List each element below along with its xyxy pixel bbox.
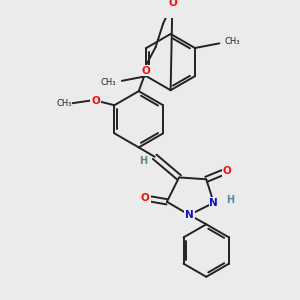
Text: O: O bbox=[142, 65, 151, 76]
Text: CH₃: CH₃ bbox=[56, 99, 71, 108]
Text: N: N bbox=[185, 210, 194, 220]
Text: CH₃: CH₃ bbox=[225, 37, 241, 46]
Text: O: O bbox=[141, 193, 150, 203]
Text: H: H bbox=[140, 155, 148, 166]
Text: O: O bbox=[91, 95, 100, 106]
Text: O: O bbox=[168, 0, 177, 8]
Text: O: O bbox=[223, 166, 231, 176]
Text: N: N bbox=[209, 198, 218, 208]
Text: H: H bbox=[226, 195, 235, 205]
Text: CH₃: CH₃ bbox=[101, 78, 116, 87]
